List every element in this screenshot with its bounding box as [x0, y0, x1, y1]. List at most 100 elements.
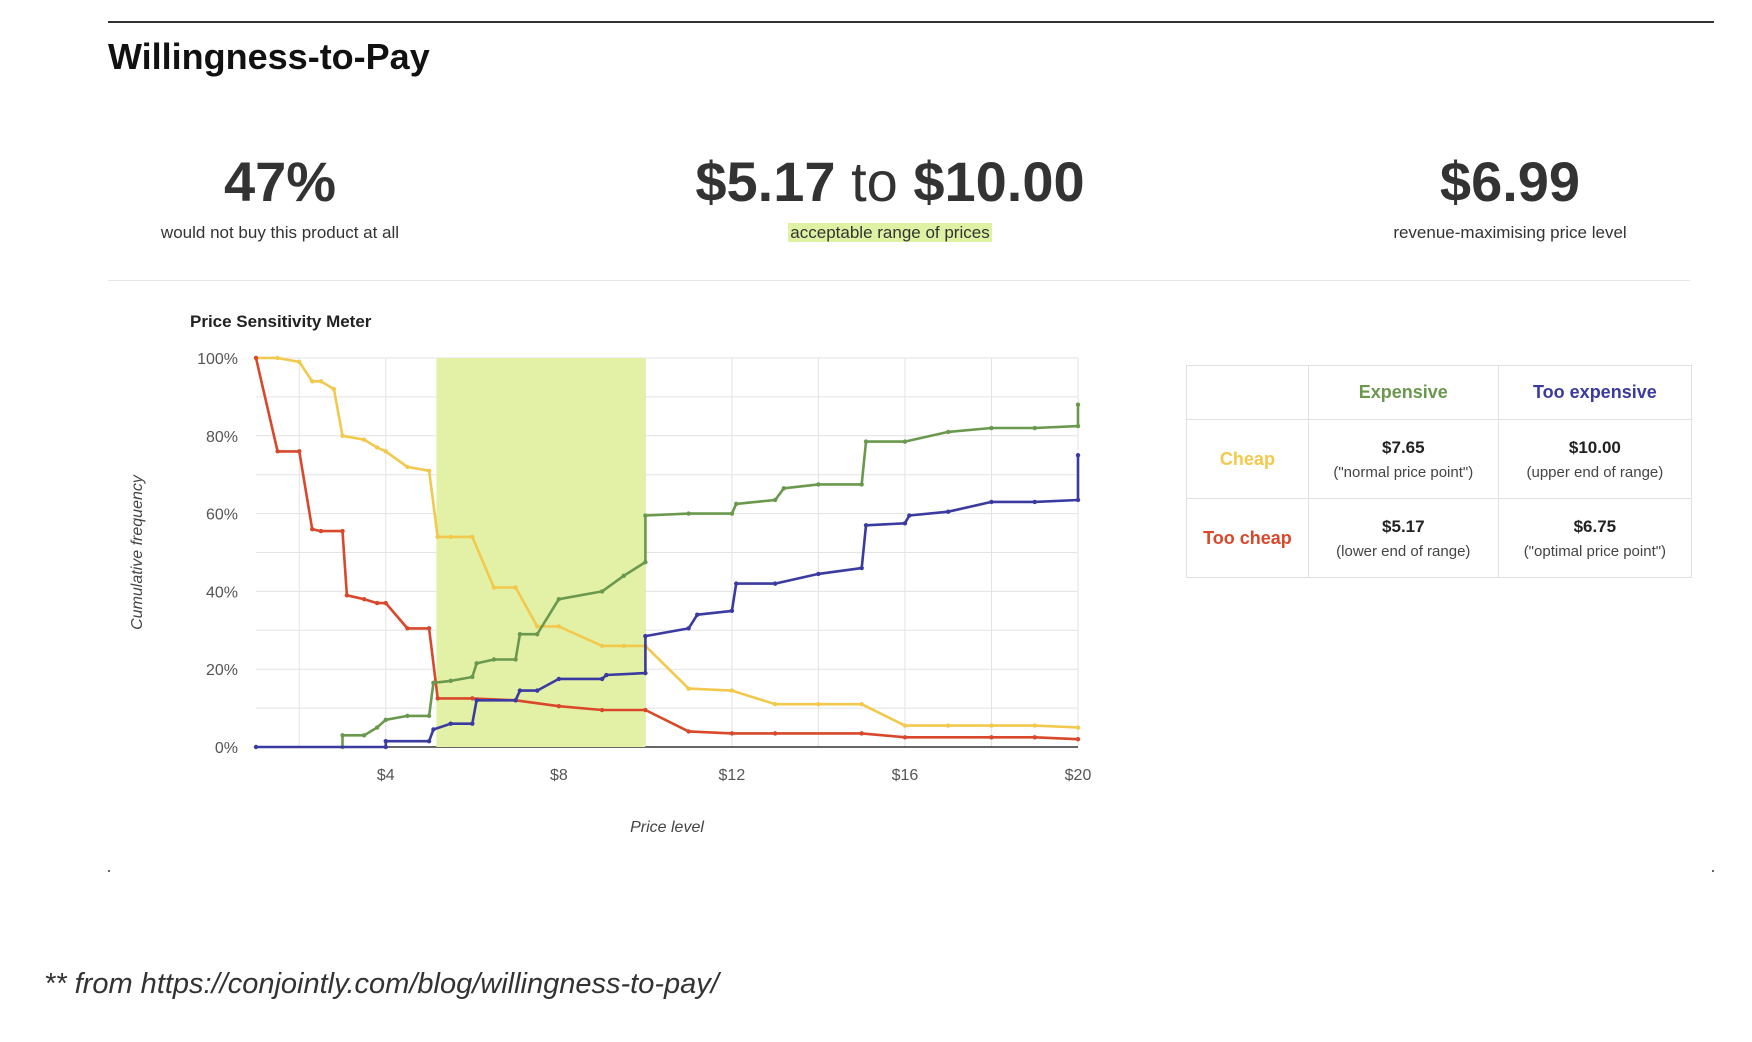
cell-value: $6.75 — [1573, 516, 1617, 536]
series-point-too-cheap — [686, 729, 691, 734]
y-tick-label: 60% — [206, 507, 238, 524]
x-tick-label: $16 — [892, 767, 919, 784]
x-tick-label: $8 — [550, 767, 568, 784]
series-point-too-expensive — [426, 738, 432, 744]
series-point-expensive — [340, 733, 345, 738]
series-point-too-expensive — [604, 672, 609, 678]
series-point-too-expensive — [643, 633, 648, 639]
series-point-expensive — [448, 678, 453, 684]
series-point-expensive — [734, 501, 739, 507]
series-point-too-expensive — [946, 509, 951, 514]
stat-range-label: acceptable range of prices — [788, 223, 992, 242]
series-point-cheap — [599, 643, 605, 649]
series-point-expensive — [535, 631, 540, 637]
series-point-expensive — [1032, 425, 1037, 431]
y-tick-label: 0% — [215, 740, 238, 757]
series-point-too-expensive — [734, 581, 739, 586]
y-tick-label: 100% — [197, 351, 238, 368]
range-low: $5.17 — [695, 150, 836, 213]
series-point-cheap — [491, 585, 497, 590]
series-point-too-expensive — [431, 727, 436, 732]
table-row: Cheap $7.65 ("normal price point") $10.0… — [1186, 419, 1693, 499]
series-point-too-cheap — [772, 731, 778, 736]
stat-revenue-max-label: revenue-maximising price level — [1393, 223, 1627, 242]
series-point-expensive — [643, 513, 648, 518]
series-point-too-expensive — [474, 698, 479, 703]
series-point-cheap — [448, 534, 453, 540]
col-head-too-expensive: Too expensive — [1497, 365, 1693, 420]
chart-ticks: 0% 20% 40% 60% 80% 100% $4 $8 $12 $16 $20 — [197, 351, 1091, 784]
series-point-expensive — [374, 725, 380, 730]
series-point-too-cheap — [310, 526, 315, 532]
psm-chart: 0% 20% 40% 60% 80% 100% $4 $8 $12 $16 $20 Cumulati… — [129, 351, 1091, 836]
row-head-too-cheap: Too cheap — [1186, 498, 1309, 578]
series-point-too-expensive — [772, 581, 778, 586]
series-point-cheap — [1075, 725, 1081, 730]
series-point-too-expensive — [383, 738, 388, 744]
series-point-expensive — [383, 717, 388, 722]
series-point-expensive — [405, 713, 410, 719]
series-point-cheap — [435, 534, 440, 540]
series-point-expensive — [643, 560, 648, 565]
series-point-cheap — [556, 624, 562, 629]
row-head-cheap: Cheap — [1186, 419, 1309, 499]
series-point-too-cheap — [426, 626, 432, 631]
series-point-too-cheap — [383, 600, 388, 606]
series-point-too-cheap — [435, 696, 440, 701]
series-point-too-expensive — [907, 513, 912, 518]
series-point-cheap — [989, 723, 994, 728]
cell-value: $5.17 — [1382, 516, 1425, 536]
series-point-expensive — [470, 674, 475, 680]
cell-normal-price-point: $7.65 ("normal price point") — [1307, 419, 1499, 499]
series-point-cheap — [405, 464, 410, 470]
series-point-too-expensive — [1075, 453, 1081, 458]
series-line-too-expensive — [256, 455, 1080, 749]
series-point-expensive — [863, 439, 869, 444]
y-tick-label: 20% — [206, 662, 238, 679]
series-point-cheap — [946, 723, 951, 728]
stat-non-buyers-label: would not buy this product at all — [160, 223, 400, 242]
series-point-too-cheap — [470, 696, 475, 701]
series-point-too-expensive — [448, 721, 453, 726]
stat-range-value: $5.17 to $10.00 — [640, 150, 1140, 214]
table-corner — [1186, 365, 1309, 420]
chart-grid — [256, 357, 1079, 748]
series-point-too-expensive — [729, 608, 735, 614]
series-point-cheap — [535, 624, 540, 629]
cell-note: (lower end of range) — [1336, 542, 1471, 560]
series-point-too-expensive — [253, 744, 259, 750]
series-point-too-cheap — [729, 731, 735, 736]
cell-value: $7.65 — [1382, 437, 1425, 457]
stat-acceptable-range: $5.17 to $10.00 acceptable range of pric… — [640, 150, 1140, 244]
series-point-too-expensive — [643, 670, 648, 676]
series-point-expensive — [491, 657, 497, 662]
series-line-expensive — [341, 404, 1080, 747]
series-point-too-expensive — [383, 744, 388, 750]
series-point-too-expensive — [695, 612, 700, 617]
series-point-too-expensive — [1032, 499, 1037, 505]
series-point-too-expensive — [902, 521, 908, 526]
series-point-too-expensive — [556, 676, 562, 682]
series-point-too-expensive — [989, 499, 994, 505]
series-point-too-cheap — [297, 449, 302, 454]
series-point-cheap — [686, 686, 691, 691]
series-point-too-cheap — [1032, 735, 1037, 740]
series-point-cheap — [374, 445, 380, 450]
series-point-too-cheap — [253, 355, 259, 361]
cell-optimal-price-point: $6.75 ("optimal price point") — [1497, 498, 1693, 578]
series-point-too-cheap — [275, 449, 280, 454]
series-point-too-cheap — [599, 707, 605, 713]
series-point-expensive — [772, 497, 778, 503]
series-point-expensive — [946, 429, 951, 435]
series-point-expensive — [859, 482, 864, 487]
col-head-expensive: Expensive — [1307, 365, 1499, 420]
series-point-too-cheap — [344, 593, 350, 598]
series-point-too-expensive — [517, 688, 523, 693]
series-point-expensive — [1075, 402, 1081, 407]
acceptable-range-band — [436, 358, 646, 747]
stat-non-buyers: 47% would not buy this product at all — [80, 150, 480, 244]
range-high: $10.00 — [913, 150, 1085, 213]
series-point-cheap — [318, 379, 324, 384]
range-joiner: to — [851, 150, 898, 213]
series-point-too-expensive — [1075, 497, 1081, 503]
